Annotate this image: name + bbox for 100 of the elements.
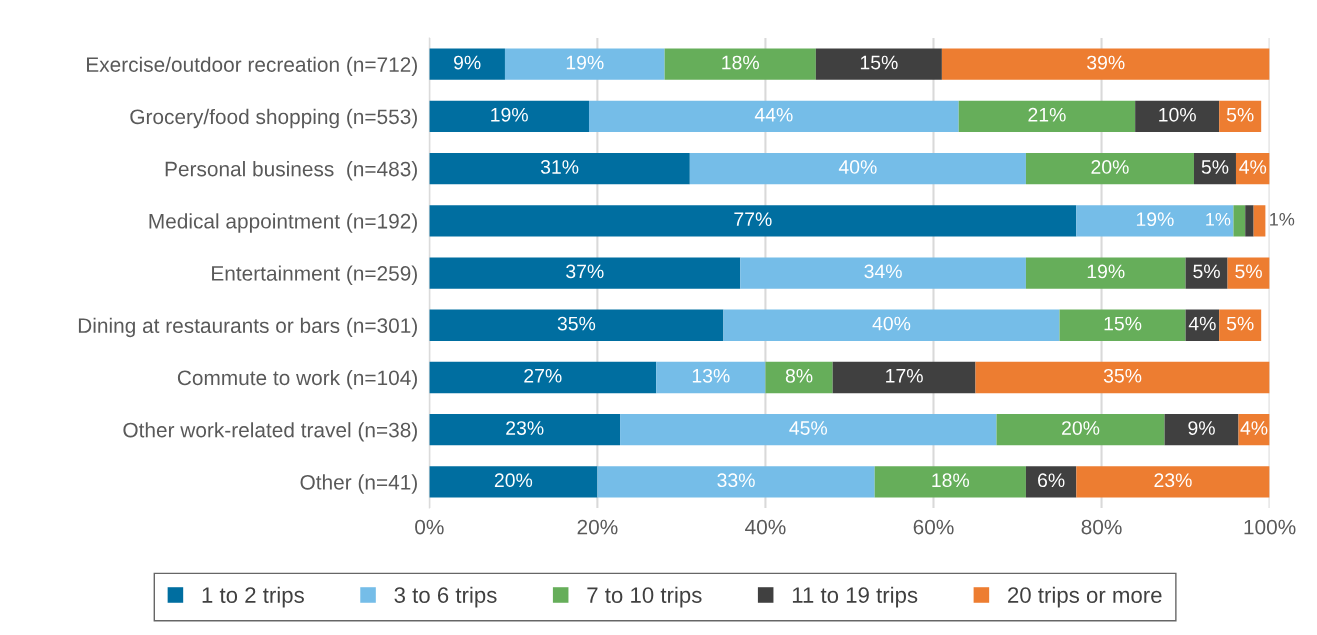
data-label: 19% bbox=[491, 107, 528, 122]
data-label: 13% bbox=[692, 368, 730, 383]
bar bbox=[996, 414, 1165, 446]
data-label: 33% bbox=[717, 473, 755, 488]
bar bbox=[588, 100, 959, 133]
legend-label: 11 to 19 trips bbox=[792, 586, 918, 608]
y-tick-label: Other work-related travel (n=38) bbox=[123, 422, 417, 442]
data-label: 5% bbox=[1193, 264, 1220, 279]
bar bbox=[958, 100, 1136, 133]
x-tick-label: 0% bbox=[415, 519, 444, 535]
bar bbox=[429, 100, 589, 133]
y-tick-label: Personal business (n=483) bbox=[165, 161, 417, 181]
bar bbox=[1219, 100, 1262, 133]
data-label: 77% bbox=[734, 212, 772, 226]
bar bbox=[1185, 257, 1228, 289]
data-label: 6% bbox=[1038, 473, 1065, 488]
bar bbox=[874, 466, 1026, 498]
bar bbox=[656, 361, 766, 394]
data-label: 8% bbox=[785, 368, 813, 383]
bar bbox=[429, 466, 598, 498]
x-tick-label: 60% bbox=[913, 519, 954, 535]
y-tick-label: Dining at restaurants or bars (n=301) bbox=[78, 317, 417, 338]
bar bbox=[429, 205, 1077, 237]
data-label: 31% bbox=[540, 160, 579, 174]
data-label: 23% bbox=[1154, 473, 1192, 488]
x-tick-label: 100% bbox=[1244, 519, 1296, 535]
data-label: 19% bbox=[1087, 264, 1125, 279]
bar bbox=[1245, 205, 1254, 237]
data-label: 19% bbox=[566, 55, 604, 70]
legend-label: 1 to 2 trips bbox=[202, 586, 304, 608]
data-label: 9% bbox=[1188, 421, 1215, 435]
bar bbox=[620, 414, 997, 446]
bar bbox=[429, 309, 724, 341]
bar bbox=[664, 48, 816, 80]
data-label: 18% bbox=[722, 55, 759, 70]
bar bbox=[832, 361, 976, 394]
bar bbox=[1135, 100, 1220, 133]
data-label: 1% bbox=[1270, 212, 1295, 226]
data-label: 40% bbox=[872, 316, 911, 331]
bar bbox=[504, 48, 665, 80]
data-label: 4% bbox=[1240, 421, 1268, 435]
data-label: 44% bbox=[754, 107, 793, 122]
data-label: 45% bbox=[789, 421, 828, 435]
data-label: 15% bbox=[860, 55, 898, 70]
bar bbox=[429, 414, 621, 446]
bar bbox=[723, 309, 1060, 341]
bar bbox=[429, 257, 741, 289]
data-label: 15% bbox=[1104, 316, 1142, 331]
bar bbox=[1025, 466, 1077, 498]
data-label: 10% bbox=[1159, 107, 1196, 122]
bar bbox=[1219, 309, 1262, 341]
bar bbox=[941, 48, 1270, 80]
data-label: 27% bbox=[524, 368, 562, 383]
bar bbox=[975, 361, 1270, 394]
bar bbox=[689, 152, 1026, 185]
bar bbox=[1059, 309, 1186, 341]
legend-label: 20 trips or more bbox=[1008, 586, 1162, 608]
bar bbox=[1227, 257, 1270, 289]
y-tick-label: Entertainment (n=259) bbox=[212, 265, 417, 285]
data-label: 34% bbox=[864, 264, 902, 279]
bar bbox=[815, 48, 942, 80]
data-label: 17% bbox=[886, 369, 923, 383]
data-label: 9% bbox=[454, 55, 481, 70]
bar bbox=[740, 257, 1026, 289]
data-label: 35% bbox=[1103, 368, 1142, 383]
bar bbox=[1025, 257, 1186, 289]
bar bbox=[429, 48, 505, 80]
y-tick-label: Grocery/food shopping (n=553) bbox=[130, 108, 417, 129]
bar bbox=[1076, 466, 1270, 498]
data-label: 21% bbox=[1028, 107, 1066, 122]
data-label: 1% bbox=[1206, 212, 1231, 226]
y-tick-label: Other (n=41) bbox=[300, 474, 417, 494]
bar bbox=[597, 466, 875, 498]
data-label: 5% bbox=[1201, 160, 1229, 174]
data-label: 20% bbox=[1062, 421, 1100, 435]
data-label: 39% bbox=[1087, 55, 1125, 70]
bar bbox=[1076, 205, 1234, 237]
legend-label: 7 to 10 trips bbox=[587, 586, 702, 608]
data-label: 23% bbox=[506, 421, 544, 435]
x-tick-label: 40% bbox=[745, 519, 786, 535]
bar bbox=[1233, 205, 1246, 237]
data-label: 5% bbox=[1235, 264, 1262, 279]
x-tick-label: 20% bbox=[577, 519, 618, 535]
bar bbox=[1164, 414, 1239, 446]
bar bbox=[429, 361, 657, 394]
legend-label: 3 to 6 trips bbox=[394, 586, 497, 608]
data-label: 4% bbox=[1239, 160, 1267, 174]
y-tick-label: Exercise/outdoor recreation (n=712) bbox=[87, 56, 417, 77]
y-tick-label: Commute to work (n=104) bbox=[177, 369, 417, 390]
bar bbox=[765, 361, 833, 394]
bar bbox=[429, 152, 690, 185]
x-tick-label: 80% bbox=[1081, 519, 1122, 535]
data-label: 40% bbox=[838, 160, 877, 174]
data-label: 37% bbox=[566, 264, 604, 279]
data-label: 35% bbox=[557, 316, 596, 331]
data-label: 4% bbox=[1188, 316, 1216, 331]
bar bbox=[1025, 152, 1194, 185]
data-label: 20% bbox=[1091, 160, 1129, 174]
data-label: 5% bbox=[1226, 107, 1254, 122]
data-label: 18% bbox=[932, 473, 970, 488]
